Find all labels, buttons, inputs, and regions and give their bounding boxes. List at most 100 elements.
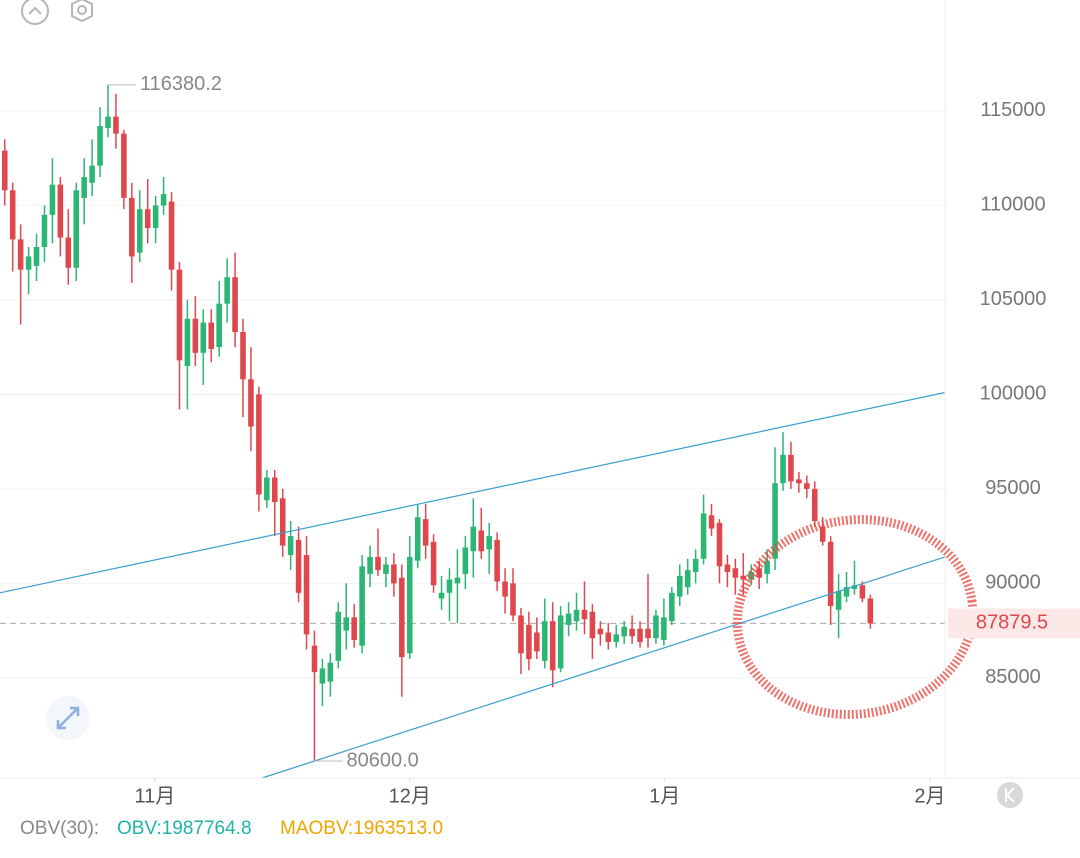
candle-body bbox=[541, 621, 548, 661]
candle-body bbox=[510, 583, 516, 616]
indicator-name: OBV(30): bbox=[20, 818, 99, 839]
candle-body bbox=[494, 539, 500, 582]
candle-body bbox=[89, 165, 95, 183]
candle-body bbox=[168, 201, 175, 270]
candle-body bbox=[1, 150, 8, 191]
x-tick-label: 11月 bbox=[134, 785, 175, 807]
candle-body bbox=[772, 483, 778, 559]
candle-body bbox=[724, 564, 731, 573]
candle-body bbox=[113, 116, 119, 134]
maobv-value: MAOBV:1963513.0 bbox=[280, 818, 443, 839]
highlight-circle bbox=[732, 515, 978, 719]
candle-body bbox=[17, 239, 24, 270]
candle-body bbox=[454, 577, 461, 584]
candle-body bbox=[375, 556, 381, 571]
y-tick-label: 115000 bbox=[980, 99, 1045, 121]
candle-body bbox=[827, 541, 834, 607]
plot-area: 116380.2 80600.0 bbox=[0, 73, 946, 782]
candle-body bbox=[303, 555, 310, 635]
candle-body bbox=[788, 454, 794, 482]
x-tick-label: 12月 bbox=[389, 785, 431, 807]
candle-body bbox=[422, 519, 429, 546]
candle-body bbox=[565, 613, 572, 625]
candle-body bbox=[144, 209, 151, 229]
candle-body bbox=[73, 190, 80, 268]
expand-button[interactable] bbox=[46, 696, 90, 740]
x-tick-label: 2月 bbox=[914, 785, 945, 807]
candle-body bbox=[446, 579, 453, 593]
candle-body bbox=[248, 379, 254, 427]
candle-body bbox=[256, 394, 262, 495]
collapse-button[interactable] bbox=[21, 0, 49, 25]
candle-body bbox=[152, 205, 159, 229]
y-tick-label: 105000 bbox=[980, 288, 1047, 310]
k-icon bbox=[1005, 787, 1015, 803]
candle-body bbox=[295, 539, 302, 593]
candle-body bbox=[232, 277, 238, 333]
candle-body bbox=[41, 214, 48, 247]
candle-body bbox=[708, 515, 715, 529]
candle-body bbox=[597, 628, 604, 635]
candle-body bbox=[502, 581, 508, 597]
trendline bbox=[0, 391, 946, 594]
candle-body bbox=[764, 560, 770, 574]
candle-body bbox=[264, 477, 270, 501]
candle-body bbox=[637, 628, 643, 642]
candle-body bbox=[462, 547, 469, 574]
candle-body bbox=[216, 303, 222, 348]
candle-body bbox=[732, 568, 739, 578]
candle-body bbox=[859, 585, 866, 599]
candle-body bbox=[518, 615, 524, 654]
candle-body bbox=[669, 592, 675, 622]
candle-body bbox=[105, 116, 111, 128]
candle-body bbox=[835, 590, 842, 610]
candle-body bbox=[184, 318, 191, 367]
candle-body bbox=[534, 632, 540, 652]
candle-body bbox=[335, 611, 342, 661]
candle-body bbox=[843, 587, 850, 597]
settings-icon bbox=[77, 5, 87, 15]
y-tick-label: 110000 bbox=[980, 194, 1045, 216]
candle-body bbox=[684, 570, 691, 588]
candle-body bbox=[176, 269, 183, 361]
candle-body bbox=[406, 556, 413, 654]
k-button[interactable] bbox=[997, 782, 1023, 808]
candle-body bbox=[160, 194, 167, 206]
candle-body bbox=[653, 615, 659, 639]
y-tick-label: 90000 bbox=[985, 572, 1041, 594]
candle-body bbox=[676, 575, 683, 597]
y-tick-label: 100000 bbox=[980, 383, 1047, 405]
candle-body bbox=[645, 628, 651, 639]
candle-body bbox=[319, 668, 326, 684]
candle-body bbox=[343, 617, 350, 631]
candle-body bbox=[287, 536, 294, 556]
candle-body bbox=[549, 621, 556, 671]
candle-body bbox=[136, 209, 143, 253]
collapse-icon bbox=[28, 6, 42, 15]
candle-body bbox=[9, 190, 16, 240]
candle-body bbox=[589, 611, 596, 639]
candle-body bbox=[271, 477, 278, 503]
candle-body bbox=[526, 624, 532, 659]
candle-body bbox=[97, 126, 103, 166]
candle-body bbox=[25, 256, 32, 270]
candle-body bbox=[867, 598, 874, 624]
obv-value: OBV:1987764.8 bbox=[117, 818, 252, 839]
candle-body bbox=[804, 483, 810, 489]
candle-body bbox=[700, 513, 707, 559]
candle-body bbox=[57, 184, 64, 238]
y-tick-label: 85000 bbox=[985, 666, 1041, 688]
candle-body bbox=[391, 564, 397, 584]
candle-body bbox=[796, 479, 802, 484]
candle-body bbox=[581, 609, 588, 620]
candle-body bbox=[605, 632, 612, 642]
candle-body bbox=[351, 617, 357, 641]
extreme-label: 80600.0 bbox=[346, 749, 418, 771]
candle-body bbox=[121, 133, 127, 198]
y-tick-label: 95000 bbox=[985, 477, 1041, 499]
candle-body bbox=[279, 498, 286, 546]
settings-button[interactable] bbox=[71, 0, 93, 23]
last-price-label: 87879.5 bbox=[976, 612, 1048, 634]
candle-body bbox=[224, 277, 230, 304]
